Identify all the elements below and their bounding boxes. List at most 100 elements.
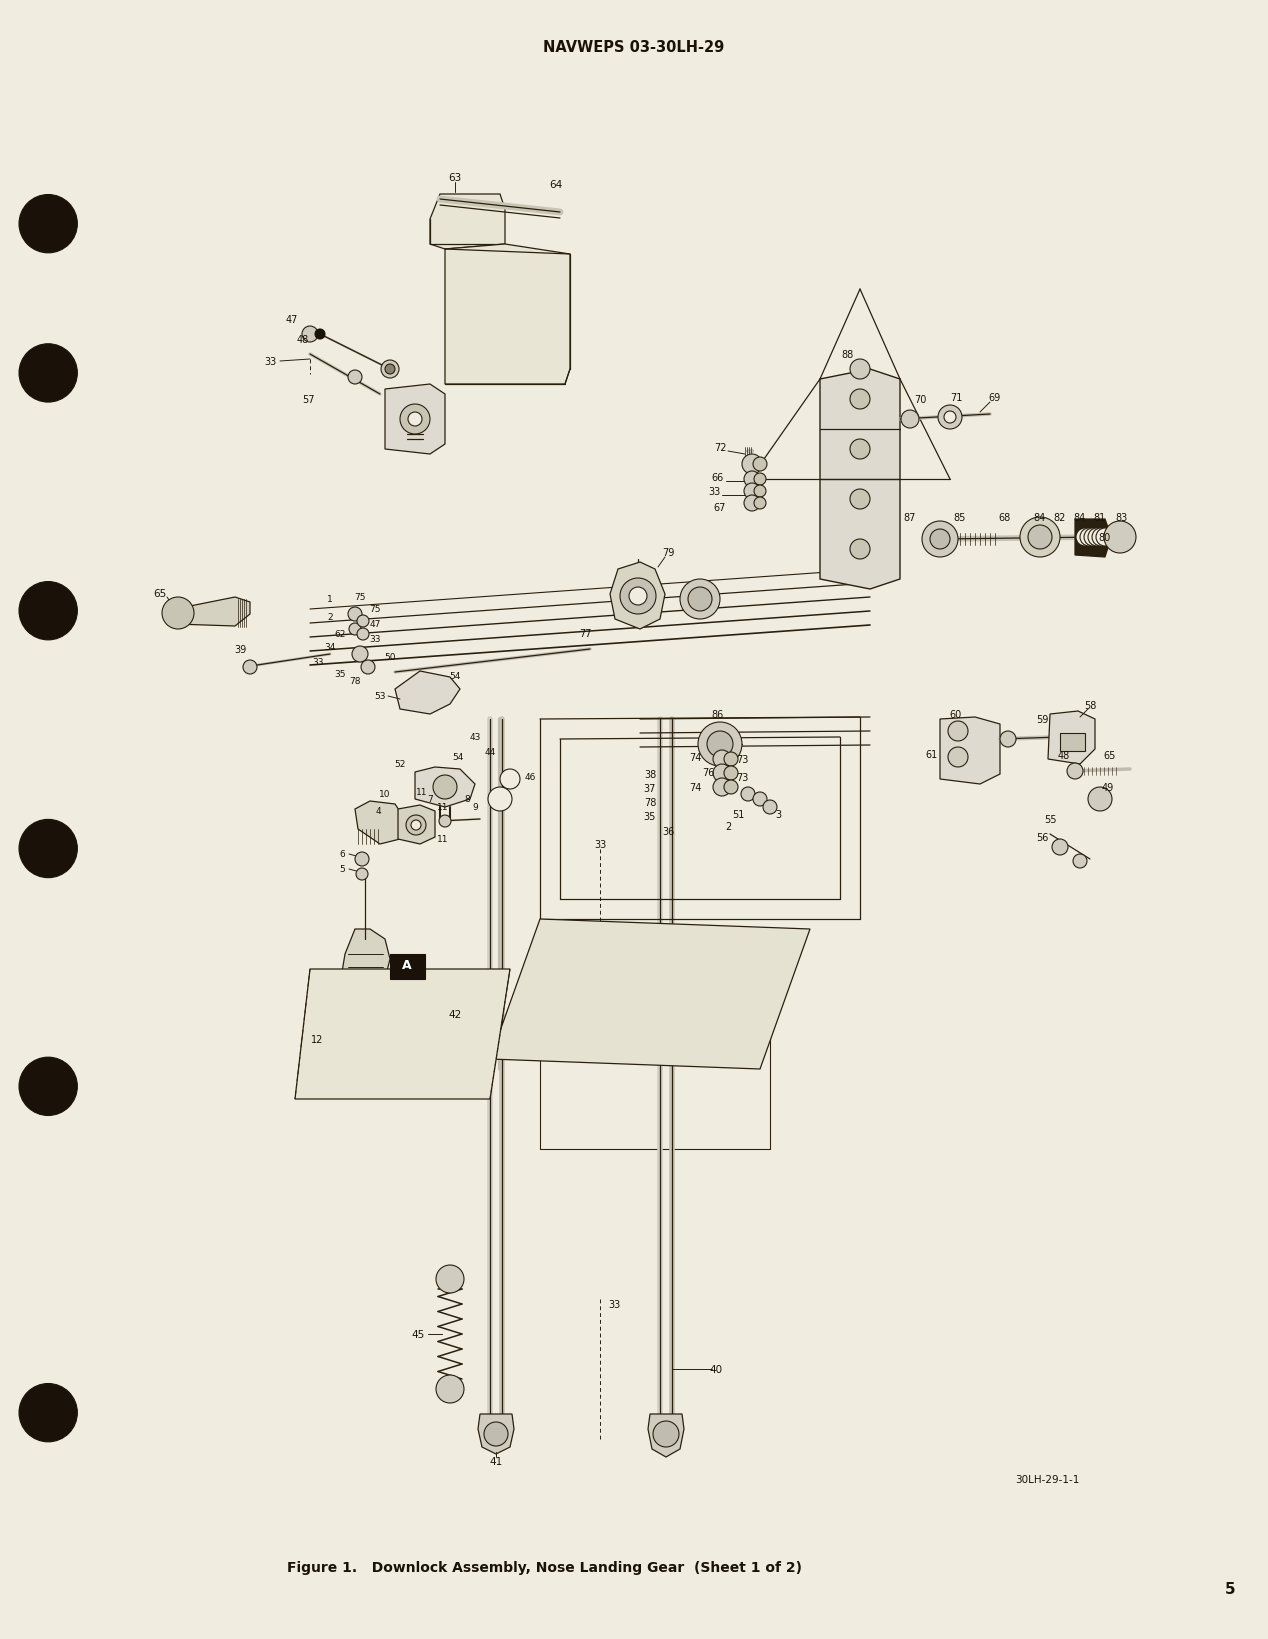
Polygon shape <box>478 1414 514 1454</box>
Circle shape <box>19 1383 77 1442</box>
Circle shape <box>488 787 512 811</box>
Circle shape <box>356 869 368 880</box>
Circle shape <box>19 195 77 254</box>
Text: 1: 1 <box>327 595 333 605</box>
Circle shape <box>1066 764 1083 780</box>
Circle shape <box>850 439 870 459</box>
Text: 83: 83 <box>1116 513 1129 523</box>
Text: 30LH-29-1-1: 30LH-29-1-1 <box>1014 1473 1079 1483</box>
Text: 34: 34 <box>325 642 336 652</box>
Circle shape <box>302 326 318 343</box>
Text: 73: 73 <box>735 754 748 764</box>
Circle shape <box>432 775 456 800</box>
Circle shape <box>902 411 919 429</box>
Text: 46: 46 <box>524 774 535 782</box>
Text: 11: 11 <box>416 788 427 797</box>
Text: 36: 36 <box>662 826 675 836</box>
Circle shape <box>436 1265 464 1293</box>
Text: 9: 9 <box>472 803 478 811</box>
Text: 6: 6 <box>339 851 345 859</box>
Circle shape <box>353 647 368 662</box>
Text: 84: 84 <box>1074 513 1087 523</box>
Text: 78: 78 <box>644 798 656 808</box>
Text: 42: 42 <box>449 1010 462 1019</box>
Polygon shape <box>489 919 810 1069</box>
Text: 5: 5 <box>339 865 345 874</box>
Text: 48: 48 <box>1058 751 1070 760</box>
Circle shape <box>943 411 956 425</box>
Text: 81: 81 <box>1094 513 1106 523</box>
Text: 74: 74 <box>689 752 701 762</box>
Circle shape <box>436 1375 464 1403</box>
Text: 79: 79 <box>662 547 675 557</box>
Text: 33: 33 <box>369 634 380 644</box>
Polygon shape <box>175 598 250 626</box>
Circle shape <box>406 816 426 836</box>
Circle shape <box>744 495 760 511</box>
Circle shape <box>850 539 870 559</box>
Text: 33: 33 <box>708 487 720 497</box>
Text: 11: 11 <box>437 834 449 844</box>
Polygon shape <box>355 801 404 844</box>
Circle shape <box>741 787 754 801</box>
Circle shape <box>349 623 361 636</box>
Text: 69: 69 <box>989 393 1002 403</box>
Circle shape <box>744 472 760 488</box>
Circle shape <box>162 598 194 629</box>
Text: 72: 72 <box>714 443 727 452</box>
Text: 56: 56 <box>1036 833 1049 842</box>
Text: 41: 41 <box>489 1455 502 1467</box>
Bar <box>540 1010 770 1149</box>
Text: 35: 35 <box>644 811 656 821</box>
Circle shape <box>439 816 451 828</box>
Circle shape <box>19 344 77 403</box>
Text: 43: 43 <box>469 733 481 742</box>
Circle shape <box>1000 731 1016 747</box>
Text: 35: 35 <box>335 670 346 679</box>
Text: 54: 54 <box>449 672 460 682</box>
Text: 60: 60 <box>950 710 962 720</box>
Circle shape <box>689 588 713 611</box>
Text: 47: 47 <box>369 620 380 629</box>
Circle shape <box>1096 529 1115 547</box>
Circle shape <box>850 361 870 380</box>
Text: 71: 71 <box>950 393 962 403</box>
Bar <box>1060 734 1085 752</box>
Text: 5: 5 <box>1225 1582 1235 1596</box>
Text: 47: 47 <box>285 315 298 325</box>
Text: 82: 82 <box>1054 513 1066 523</box>
Polygon shape <box>340 929 391 1019</box>
Polygon shape <box>430 195 505 249</box>
Polygon shape <box>940 718 1000 785</box>
Text: 85: 85 <box>954 513 966 523</box>
Circle shape <box>1088 529 1106 547</box>
Text: 33: 33 <box>607 1300 620 1310</box>
Text: 54: 54 <box>453 752 464 762</box>
Circle shape <box>1104 521 1136 554</box>
Text: 51: 51 <box>732 810 744 820</box>
Text: 62: 62 <box>335 629 346 639</box>
Circle shape <box>19 820 77 879</box>
Polygon shape <box>415 767 476 808</box>
Circle shape <box>620 579 656 615</box>
Circle shape <box>713 751 730 769</box>
Text: 4: 4 <box>375 806 380 816</box>
Circle shape <box>708 731 733 757</box>
Bar <box>391 954 425 980</box>
Circle shape <box>850 490 870 510</box>
Text: 74: 74 <box>689 782 701 793</box>
Polygon shape <box>610 562 664 629</box>
Text: 61: 61 <box>926 749 938 759</box>
Circle shape <box>500 770 520 790</box>
Polygon shape <box>648 1414 683 1457</box>
Text: 12: 12 <box>311 1034 323 1044</box>
Circle shape <box>713 779 730 797</box>
Text: 75: 75 <box>369 605 380 615</box>
Circle shape <box>1077 529 1094 547</box>
Text: 58: 58 <box>1084 700 1097 711</box>
Circle shape <box>347 608 361 621</box>
Text: 48: 48 <box>297 334 309 344</box>
Circle shape <box>1073 854 1087 869</box>
Text: 8: 8 <box>464 795 470 805</box>
Text: 55: 55 <box>1044 815 1056 824</box>
